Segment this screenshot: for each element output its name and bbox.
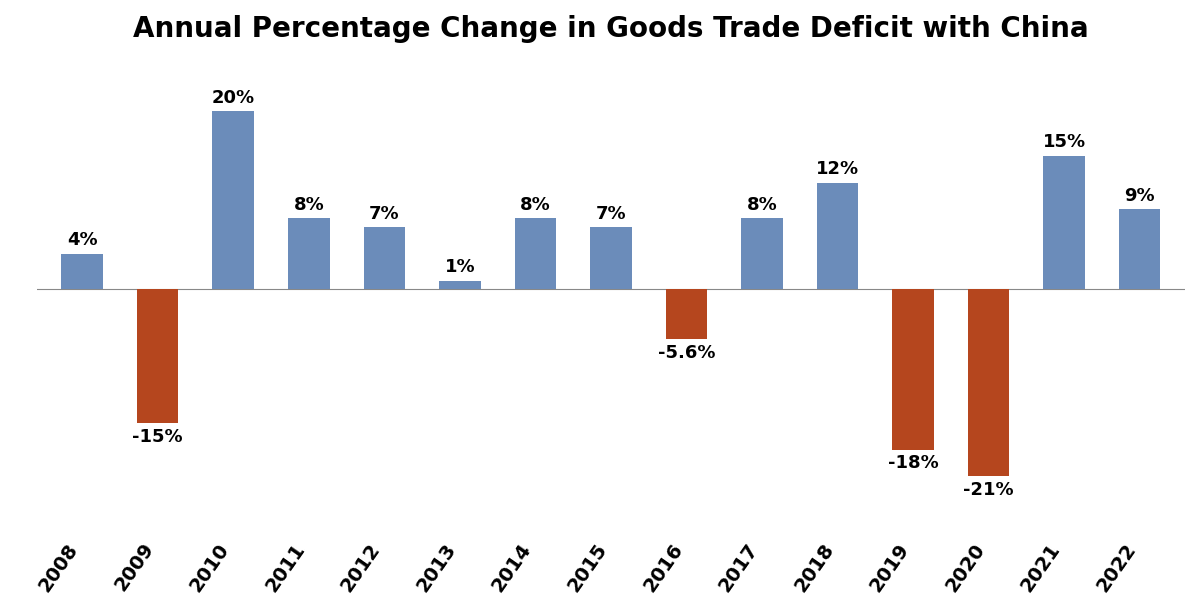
Text: -15%: -15% bbox=[132, 428, 182, 445]
Bar bbox=[364, 227, 406, 289]
Bar bbox=[893, 289, 934, 450]
Text: 7%: 7% bbox=[595, 204, 626, 223]
Bar bbox=[742, 218, 782, 289]
Text: 8%: 8% bbox=[746, 196, 778, 214]
Text: 4%: 4% bbox=[67, 231, 97, 249]
Text: 8%: 8% bbox=[520, 196, 551, 214]
Text: 20%: 20% bbox=[211, 89, 254, 107]
Bar bbox=[666, 289, 707, 339]
Bar bbox=[439, 281, 481, 289]
Text: 8%: 8% bbox=[293, 196, 324, 214]
Text: -21%: -21% bbox=[964, 481, 1014, 499]
Bar bbox=[1043, 156, 1085, 289]
Text: -18%: -18% bbox=[888, 454, 938, 472]
Bar bbox=[590, 227, 631, 289]
Bar bbox=[817, 182, 858, 289]
Text: 1%: 1% bbox=[444, 258, 475, 276]
Text: 12%: 12% bbox=[816, 160, 859, 178]
Title: Annual Percentage Change in Goods Trade Deficit with China: Annual Percentage Change in Goods Trade … bbox=[133, 15, 1088, 43]
Bar bbox=[968, 289, 1009, 476]
Bar bbox=[212, 111, 254, 289]
Bar bbox=[61, 254, 103, 289]
Text: -5.6%: -5.6% bbox=[658, 344, 715, 362]
Bar bbox=[288, 218, 330, 289]
Bar bbox=[515, 218, 556, 289]
Bar bbox=[137, 289, 179, 423]
Text: 9%: 9% bbox=[1124, 187, 1154, 205]
Text: 7%: 7% bbox=[368, 204, 400, 223]
Text: 15%: 15% bbox=[1043, 134, 1086, 151]
Bar bbox=[1118, 209, 1160, 289]
